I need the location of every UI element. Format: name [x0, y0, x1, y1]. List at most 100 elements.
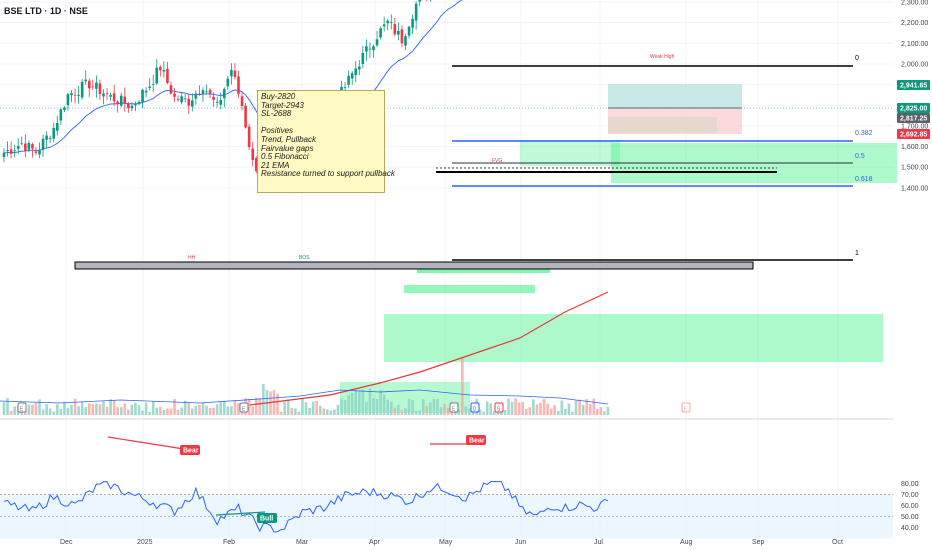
volume-bar: [80, 401, 84, 415]
volume-bar: [443, 404, 446, 415]
volume-bar: [436, 398, 439, 415]
volume-bar: [532, 399, 535, 415]
volume-bar: [215, 404, 219, 415]
candle: [24, 143, 27, 151]
candle: [130, 105, 134, 109]
time-axis[interactable]: Dec 2025 Feb Mar Apr May Jun Jul Aug Sep Oct: [60, 539, 843, 546]
volume-bar: [539, 402, 542, 415]
volume-bar: [372, 398, 375, 415]
volume-bar: [517, 402, 521, 415]
price-axis[interactable]: 3,300.003,200.003,100.003,000.002,900.00…: [0, 0, 930, 532]
volume-bar: [322, 408, 326, 415]
candle: [98, 83, 102, 95]
volume-ma-line: [0, 389, 609, 405]
volume-bar: [301, 398, 304, 415]
volume-bar: [31, 404, 34, 415]
volume-bar: [507, 398, 510, 415]
price-tag-label: 2,817.25: [900, 116, 927, 123]
volume-bar: [560, 400, 564, 415]
volume-bar: [386, 399, 390, 415]
bull-badge-label: Bull: [260, 516, 273, 523]
volume-bar: [564, 408, 567, 415]
candle: [137, 101, 141, 105]
price-tag: [897, 129, 930, 139]
fair-value-gap-zones: [340, 84, 897, 413]
volume-bar: [176, 409, 180, 415]
volume-bar: [489, 403, 493, 415]
candle: [52, 127, 56, 139]
bos-label: BOS: [299, 255, 310, 261]
candle: [59, 109, 63, 121]
rsi-tick: 40.00: [901, 525, 919, 532]
volume-bar: [553, 405, 557, 415]
volume-bar: [414, 410, 418, 415]
candle: [127, 103, 130, 109]
candle: [9, 149, 13, 154]
volume-bar: [425, 406, 429, 415]
volume-bar: [127, 409, 130, 415]
candle: [95, 82, 98, 89]
volume-bar: [201, 402, 205, 415]
volume-bar: [52, 411, 56, 415]
volume-bar: [411, 399, 414, 415]
event-marker: [681, 402, 691, 413]
candle: [251, 148, 255, 161]
volume-bar: [279, 411, 283, 415]
volume-bar: [109, 399, 112, 415]
price-tick: 1,400.00: [901, 185, 928, 192]
trade-note[interactable]: Buy-2820 Target-2943 SL-2688 Positives T…: [257, 90, 395, 193]
volume-bar: [144, 402, 148, 415]
candle: [382, 24, 386, 27]
price-tag-label: 2,941.65: [900, 83, 927, 90]
candle: [48, 137, 52, 139]
volume-bar: [38, 399, 41, 415]
volume-bar: [59, 408, 63, 415]
price-tick: 2,200.00: [901, 20, 928, 27]
volume-bar: [230, 406, 233, 415]
volume-bar: [191, 408, 194, 415]
volume-bar: [45, 404, 48, 415]
volume-bar: [354, 389, 358, 415]
volume-bar: [503, 410, 507, 415]
volume-bar: [375, 399, 379, 415]
time-tick: Oct: [832, 539, 843, 546]
candle: [166, 68, 169, 83]
volume-bar: [493, 411, 496, 415]
volume-bar: [137, 405, 141, 415]
volume-bar: [308, 407, 311, 415]
trend-lines: 0 0.382 0.5 0.618 1 HH BOS FVG Weak High E E E D S E: [0, 0, 873, 413]
candle: [155, 67, 159, 84]
volume-bar: [105, 406, 109, 415]
candle: [404, 36, 407, 46]
candle: [194, 93, 198, 99]
price-tick: 1,500.00: [901, 165, 928, 172]
candle: [180, 96, 183, 103]
candle: [63, 107, 66, 111]
price-tag: [897, 103, 930, 113]
volume-bar: [596, 408, 599, 415]
time-tick: Jun: [515, 539, 526, 546]
fib-label: 0.5: [855, 153, 865, 160]
volume-bar: [148, 411, 151, 415]
volume-bar: [389, 401, 393, 415]
event-marker-label: D: [473, 407, 477, 413]
candle: [365, 46, 368, 52]
volume-bar: [446, 407, 450, 415]
time-tick: Aug: [680, 539, 693, 546]
bear-badge: [180, 445, 200, 455]
volume-bar: [247, 398, 251, 415]
volume-bar: [166, 408, 169, 415]
volume-bar: [482, 411, 485, 415]
volume-bar: [151, 401, 155, 415]
volume-bar: [585, 399, 588, 415]
note-line: Buy-2820: [261, 92, 296, 101]
volume-bar: [116, 407, 119, 415]
candle: [34, 151, 38, 153]
volume-bar: [546, 403, 549, 415]
volume-bar: [9, 410, 13, 415]
resistance-box: [74, 261, 754, 270]
note-line: 21 EMA: [261, 160, 290, 170]
candle: [379, 28, 382, 38]
candle: [73, 94, 77, 96]
